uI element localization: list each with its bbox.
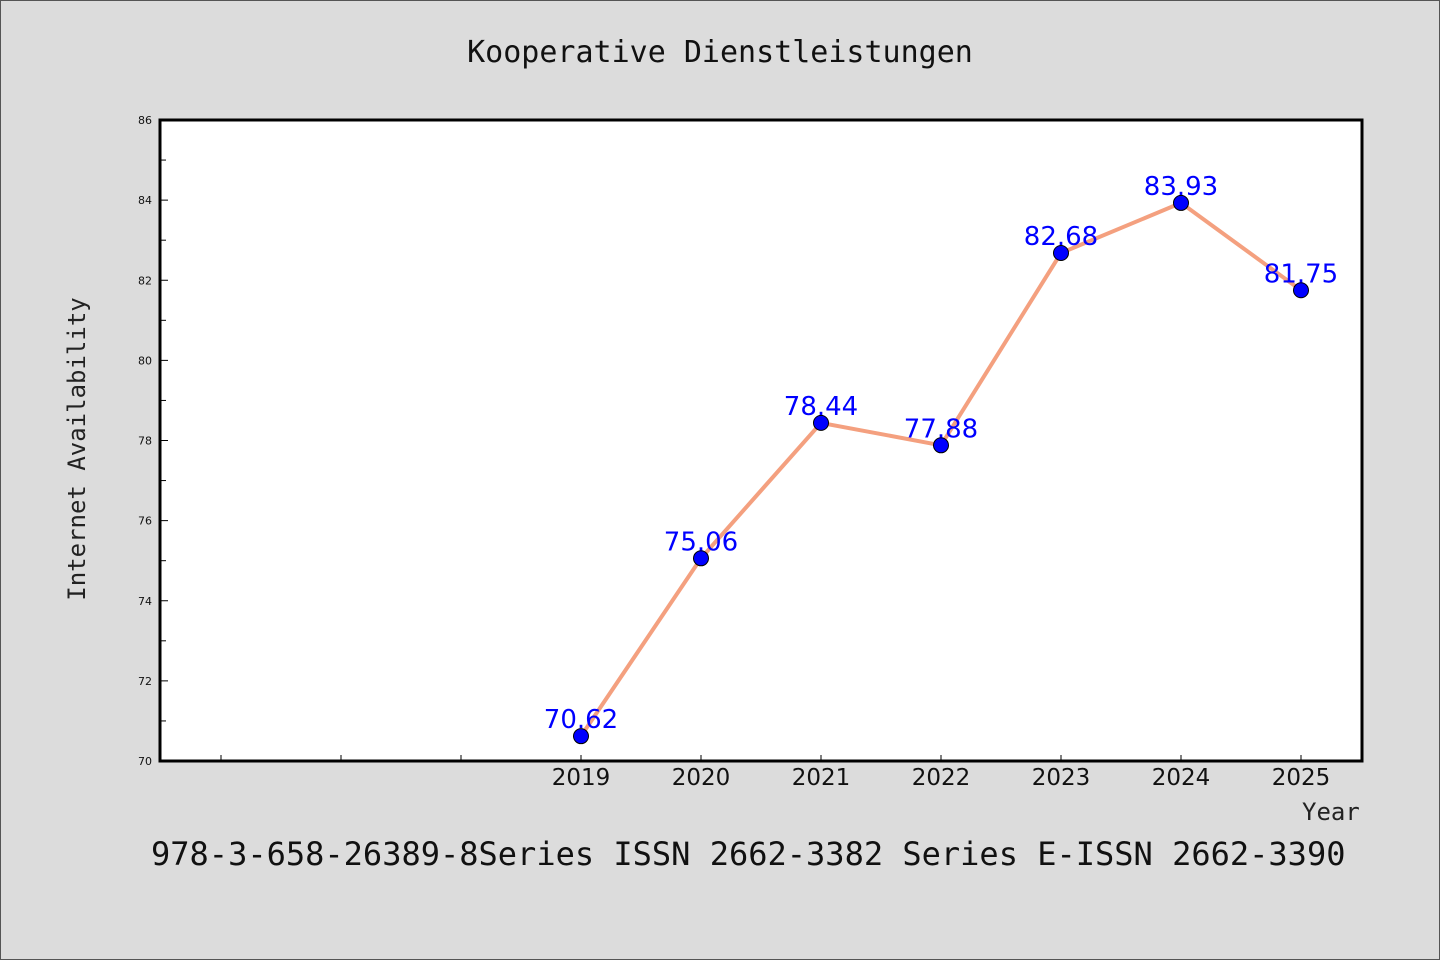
data-point [1293,282,1309,299]
data-point [933,437,949,454]
x-tick-label: 2024 [1152,765,1211,791]
y-tick-label: 84 [138,194,152,207]
y-tick-label: 78 [138,435,152,448]
data-labels: 70.62 75.06 78.44 77.88 82.68 83.93 81.75 [544,172,1338,735]
x-tick-label: 2025 [1272,765,1331,791]
data-label: 81.75 [1264,259,1338,289]
y-tick-label: 74 [138,595,152,608]
y-tick-label: 76 [138,515,152,528]
y-tick-label: 86 [138,114,152,127]
y-tick-label: 70 [138,755,152,768]
x-tick-label: 2022 [912,765,971,791]
x-axis: 2019 2020 2021 2022 2023 2024 2025 [220,755,1331,791]
y-tick-label: 82 [138,274,152,287]
y-axis: 70 72 74 76 78 80 82 84 86 [138,114,168,768]
x-tick-label: 2023 [1032,765,1091,791]
y-tick-label: 72 [138,675,152,688]
data-label: 82.68 [1024,222,1098,252]
data-point [1173,194,1189,211]
data-point [573,728,589,745]
data-label: 75.06 [664,527,738,557]
data-label: 77.88 [904,414,978,444]
footer-text: 978-3-658-26389-8Series ISSN 2662-3382 S… [151,835,1346,873]
data-point [813,414,829,431]
x-tick-label: 2020 [672,765,731,791]
data-point [693,550,709,567]
data-point [1053,245,1069,262]
x-tick-label: 2021 [792,765,851,791]
x-tick-label: 2019 [552,765,611,791]
x-axis-label: Year [1302,798,1360,826]
series-markers [573,194,1309,745]
data-label: 70.62 [544,705,618,735]
chart-title: Kooperative Dienstleistungen [467,35,973,70]
plot-frame [158,118,1364,763]
y-tick-label: 80 [138,354,152,367]
data-label: 83.93 [1144,172,1218,202]
data-label: 78.44 [784,392,858,422]
